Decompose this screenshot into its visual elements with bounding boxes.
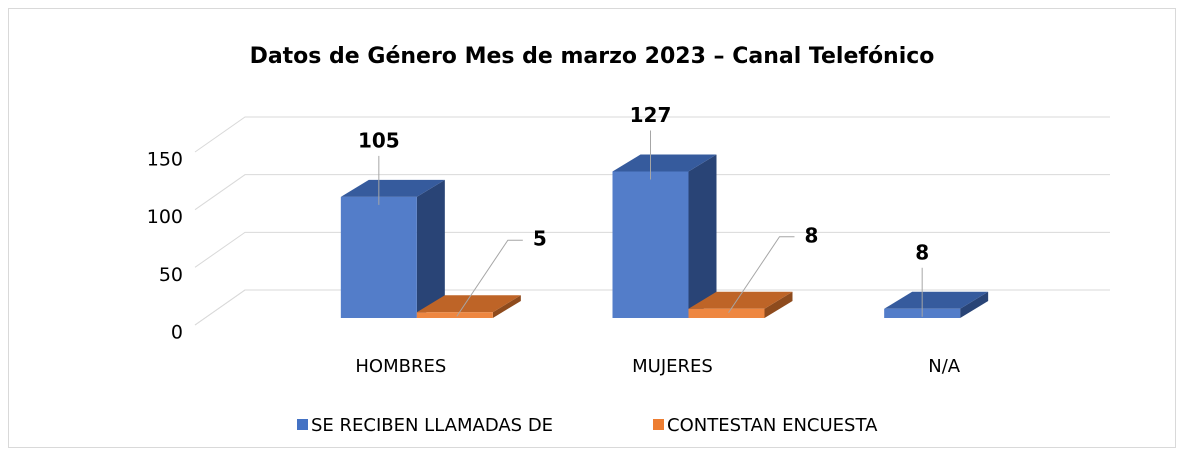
grid-line	[194, 174, 1110, 211]
x-tick-label: N/A	[928, 356, 961, 377]
bar	[612, 154, 717, 318]
grid-line	[194, 231, 1110, 268]
bar-face	[612, 154, 717, 172]
bar-face	[688, 154, 717, 318]
bar-face	[416, 312, 493, 318]
grid-line	[194, 289, 1110, 326]
bar	[688, 291, 793, 318]
bar-face	[492, 295, 521, 318]
bar-face	[612, 171, 689, 318]
legend-swatch	[653, 419, 664, 430]
bar-face	[340, 179, 445, 197]
x-tick-label: HOMBRES	[355, 356, 446, 377]
legend-label: SE RECIBEN LLAMADAS DE	[311, 415, 553, 436]
data-label: 8	[805, 223, 819, 247]
bar-face	[960, 291, 989, 318]
chart-title: Datos de Género Mes de marzo 2023 – Cana…	[250, 44, 935, 69]
data-label: 8	[915, 240, 929, 264]
data-label: 127	[630, 103, 672, 127]
bar-face	[416, 295, 521, 313]
bar-face	[764, 291, 793, 318]
legend-swatch	[297, 419, 308, 430]
bar-face	[884, 291, 989, 309]
bar	[340, 179, 445, 318]
bar	[884, 291, 989, 318]
bar-face	[416, 179, 445, 318]
chart-border	[8, 8, 1176, 448]
grid-line	[194, 116, 1110, 153]
data-label: 5	[533, 227, 547, 251]
leader-line	[728, 236, 795, 314]
y-tick-label: 50	[159, 264, 183, 286]
y-tick-label: 100	[147, 206, 183, 228]
legend-label: CONTESTAN ENCUESTA	[667, 415, 878, 436]
leader-line	[456, 239, 523, 317]
y-tick-label: 150	[147, 149, 183, 171]
y-tick-label: 0	[171, 322, 183, 344]
bar	[416, 295, 521, 318]
x-tick-label: MUJERES	[632, 356, 713, 377]
bar-face	[688, 291, 793, 309]
data-label: 105	[358, 128, 400, 152]
bar-face	[688, 308, 765, 318]
bar-face	[340, 196, 417, 318]
